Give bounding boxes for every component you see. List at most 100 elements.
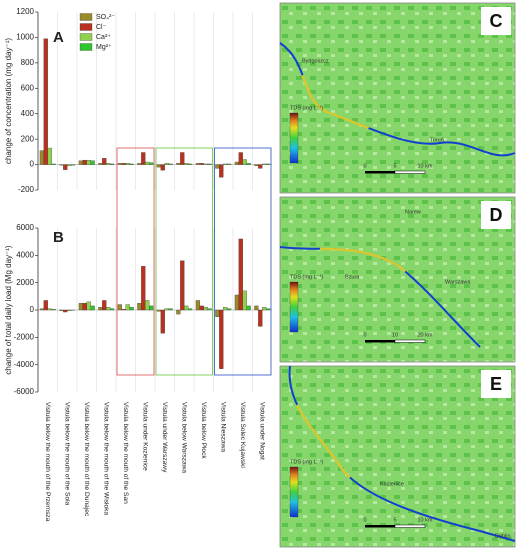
y-tick-label: -200	[18, 185, 35, 194]
scale-label: 5	[393, 163, 396, 169]
bar	[168, 163, 173, 165]
bar	[219, 309, 224, 369]
y-tick-label: 400	[21, 109, 35, 118]
legend-title: TDS (mg L⁻¹)	[290, 459, 323, 465]
group-frame	[214, 147, 272, 376]
legend-swatch	[79, 23, 93, 31]
scale-bar	[394, 339, 426, 343]
y-tick-label: 0	[30, 305, 35, 314]
place-label: Toruń	[430, 137, 444, 143]
scale-label: 10 km	[418, 517, 433, 523]
bar	[199, 305, 204, 311]
scale-bar	[394, 170, 426, 174]
x-tick-label: Vistula Nieszawa	[220, 402, 227, 452]
bar	[246, 305, 251, 311]
place-label: Bzura	[345, 274, 360, 280]
bar	[51, 163, 56, 165]
map-background	[279, 196, 516, 363]
bar	[203, 163, 208, 165]
bar	[226, 163, 232, 165]
bar	[90, 160, 95, 165]
bar	[86, 301, 91, 311]
bar	[176, 163, 181, 165]
river-tds	[279, 41, 516, 157]
bar	[223, 307, 228, 311]
bar	[106, 163, 111, 165]
bar	[148, 162, 154, 165]
color-bar	[289, 112, 299, 164]
x-tick-label: Vistula below Płock	[200, 402, 207, 459]
bar	[180, 260, 185, 311]
panel-label-box	[481, 7, 511, 35]
bar	[117, 304, 122, 311]
bar	[39, 308, 45, 311]
bar	[258, 164, 263, 169]
legend-label: SO₄²⁻	[96, 14, 115, 21]
y-axis-title: change of total daily load (Mg day⁻¹)	[4, 245, 13, 375]
bar	[129, 163, 134, 165]
y-tick-label: 1200	[16, 7, 34, 16]
scale-label: 10 km	[418, 163, 433, 169]
scale-label: 10	[392, 332, 398, 338]
color-bar	[289, 281, 299, 333]
bar	[168, 308, 173, 311]
scale-bar	[394, 524, 426, 528]
bar	[82, 303, 87, 311]
bar	[47, 147, 52, 165]
bar	[71, 164, 76, 166]
bar	[184, 305, 189, 311]
legend-label: Ca²⁺	[96, 34, 111, 41]
x-tick-label: Vistula below the mouth of the Soła	[64, 402, 71, 506]
bar	[121, 163, 126, 165]
bar	[223, 163, 228, 165]
bar	[184, 163, 189, 165]
scale-bar	[365, 171, 395, 174]
bar	[176, 309, 181, 315]
bar	[195, 163, 200, 165]
legend-title: TDS (mg L⁻¹)	[290, 105, 323, 111]
bar	[215, 164, 220, 169]
bar	[63, 309, 68, 313]
bar	[254, 305, 259, 311]
x-tick-label: Vistula under Kozienice	[142, 402, 149, 471]
map-panel: Kozienice Dęblin E TDS (mg L⁻¹) 0 5 10 km	[279, 365, 516, 548]
y-tick-label: 800	[21, 58, 35, 67]
bar	[145, 161, 150, 165]
y-tick-label: 200	[21, 134, 35, 143]
x-tick-label: Vistula below the mouth of the San	[122, 402, 129, 504]
bar	[207, 163, 212, 165]
place-label: Warszawa	[445, 279, 471, 285]
map-panel: Warszawa Narew Bzura D TDS (mg L⁻¹) 0 10 20 km	[279, 196, 516, 363]
bar	[265, 163, 271, 165]
bar	[234, 161, 239, 165]
group-frame	[155, 147, 213, 376]
panel-label: D	[490, 205, 503, 225]
bar	[67, 164, 72, 166]
bar	[156, 164, 161, 168]
bar	[160, 309, 165, 334]
bar	[148, 305, 154, 311]
bar	[129, 307, 134, 311]
bar	[39, 150, 45, 165]
x-tick-label: Vistula below the mouth of the Przemsza	[44, 402, 51, 522]
x-tick-label: Vistula below the mouth of the Dunajec	[83, 402, 90, 517]
bar	[242, 159, 247, 165]
bar	[195, 300, 200, 311]
bar	[254, 164, 259, 166]
y-tick-label: 2000	[16, 278, 34, 287]
bar	[43, 300, 48, 311]
x-tick-label: Vistula under Nogat	[259, 402, 266, 460]
bar	[63, 164, 68, 170]
x-tick-label: Vistula below the mouth of the Wisłoka	[103, 402, 110, 515]
panel-label: B	[53, 229, 64, 246]
bar	[156, 309, 161, 312]
bar	[238, 238, 243, 311]
bar	[141, 152, 146, 165]
x-tick-label: Vistula under Warszawy	[161, 402, 168, 473]
y-tick-label: 1000	[16, 33, 34, 42]
bar	[207, 308, 212, 311]
y-tick-label: -4000	[14, 360, 35, 369]
bar	[43, 38, 48, 165]
color-bar	[289, 466, 299, 518]
